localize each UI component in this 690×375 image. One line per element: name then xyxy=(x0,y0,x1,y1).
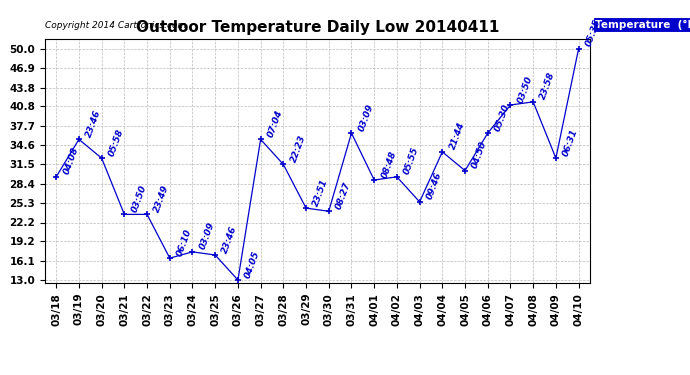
Text: 21:44: 21:44 xyxy=(448,121,466,151)
Text: 05:58: 05:58 xyxy=(107,128,126,158)
Text: 23:49: 23:49 xyxy=(152,184,171,214)
Text: 03:09: 03:09 xyxy=(198,221,216,251)
Text: 04:05: 04:05 xyxy=(244,249,262,279)
Text: 03:50: 03:50 xyxy=(130,184,148,214)
Text: 23:46: 23:46 xyxy=(84,109,103,139)
Text: 23:51: 23:51 xyxy=(312,177,330,207)
Text: 09:46: 09:46 xyxy=(425,171,444,201)
Text: 06:31: 06:31 xyxy=(562,128,580,158)
Text: Copyright 2014 Cartronics.com: Copyright 2014 Cartronics.com xyxy=(45,21,186,30)
Text: 22:23: 22:23 xyxy=(289,134,307,164)
Text: 03:50: 03:50 xyxy=(516,74,534,104)
Text: 23:46: 23:46 xyxy=(221,224,239,254)
Text: 07:04: 07:04 xyxy=(266,109,284,139)
Text: 05:35: 05:35 xyxy=(584,18,602,48)
Text: 23:58: 23:58 xyxy=(539,71,557,101)
Text: 05:55: 05:55 xyxy=(402,146,421,176)
Title: Outdoor Temperature Daily Low 20140411: Outdoor Temperature Daily Low 20140411 xyxy=(136,20,499,35)
Text: Temperature  (°F): Temperature (°F) xyxy=(595,20,690,30)
Text: 05:30: 05:30 xyxy=(493,102,511,132)
Text: 08:48: 08:48 xyxy=(380,149,398,179)
Text: 04:08: 04:08 xyxy=(62,146,80,176)
Text: 03:09: 03:09 xyxy=(357,102,375,132)
Text: 06:10: 06:10 xyxy=(175,227,194,257)
Text: 08:27: 08:27 xyxy=(335,180,353,210)
Text: 04:50: 04:50 xyxy=(471,140,489,170)
